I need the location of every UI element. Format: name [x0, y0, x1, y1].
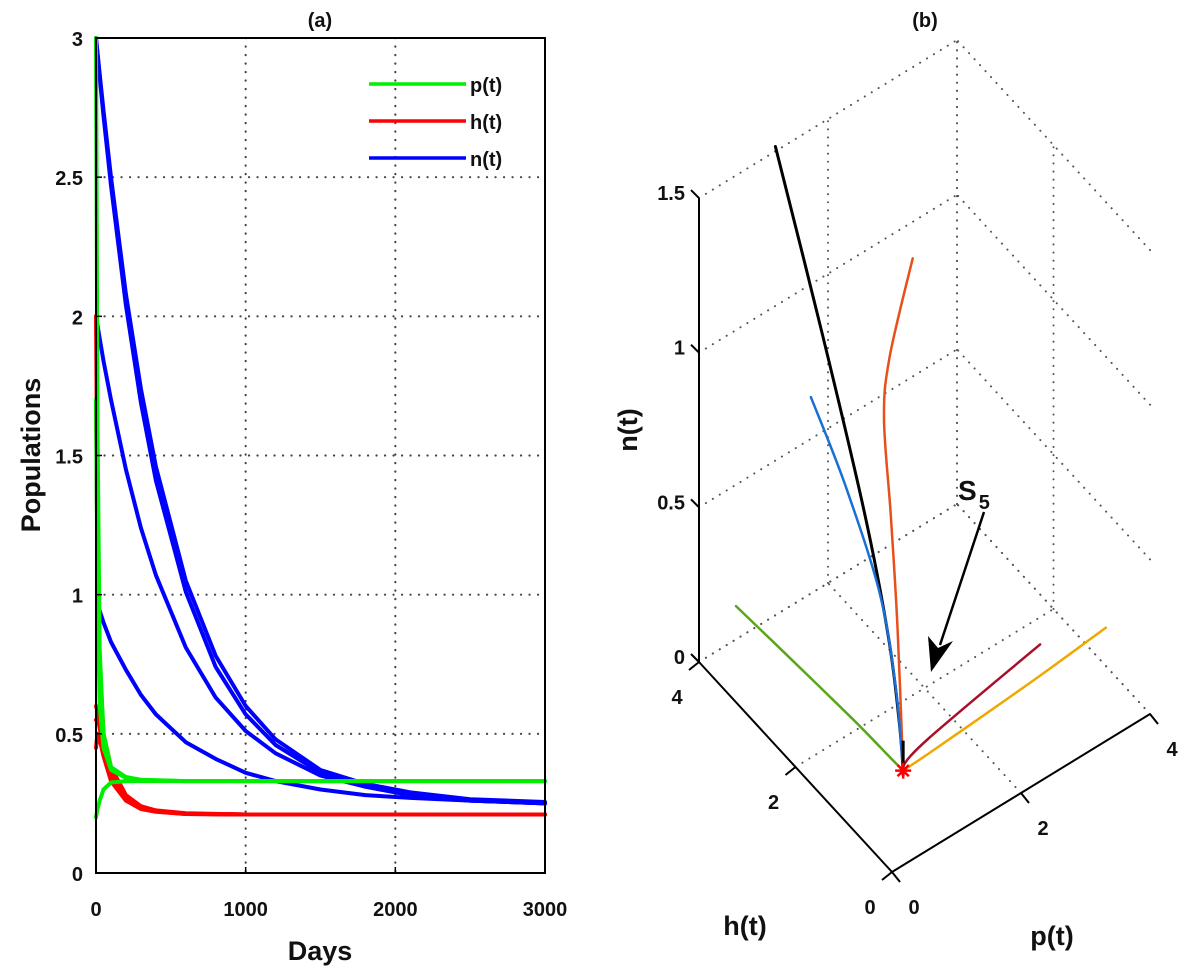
- p-tick-label: 0: [908, 897, 919, 919]
- trajectory-green: [734, 604, 905, 772]
- trajectory-orange: [882, 257, 914, 772]
- panel-b-title: (b): [912, 10, 938, 32]
- panel-a-y-tick-label: 1: [72, 586, 83, 608]
- panel-b-grid: [698, 39, 1151, 794]
- trajectory-blue: [809, 395, 905, 772]
- n-tick-label: 0.5: [657, 492, 685, 514]
- trajectory-black: [773, 145, 905, 773]
- panel-a-y-tick-label: 2: [72, 307, 83, 329]
- legend-label-p: p(t): [470, 75, 502, 97]
- series-h-curve-5: [94, 397, 547, 817]
- panel-a-x-label: Days: [288, 936, 353, 966]
- p-tick-mark: [1149, 713, 1159, 725]
- grid-wall-h-horizontal: [698, 193, 958, 354]
- n-tick-label: 0: [674, 647, 685, 669]
- panel-a-y-tick-label: 0: [72, 864, 83, 886]
- grid-wall-h-horizontal: [698, 39, 958, 200]
- panel-a-x-tick-label: 1000: [223, 899, 268, 921]
- grid-wall-p-horizontal: [956, 39, 1151, 252]
- h-tick-label: 0: [864, 897, 875, 919]
- h-tick-mark: [881, 871, 893, 881]
- series-n-curve-1: [94, 36, 547, 804]
- panel-a-y-tick-label: 0.5: [55, 725, 83, 747]
- p-tick-mark: [891, 871, 901, 883]
- panel-b-x-label: p(t): [1030, 921, 1073, 951]
- n-tick-mark: [690, 653, 700, 663]
- series-n-curve-2: [94, 314, 547, 806]
- n-tick-label: 1: [674, 338, 685, 360]
- panel-a-x-tick-label: 0: [90, 899, 101, 921]
- p-tick-label: 4: [1166, 739, 1178, 761]
- h-tick-label: 2: [768, 792, 779, 814]
- h-tick-mark: [784, 766, 797, 776]
- h-tick-mark: [688, 661, 700, 671]
- n-tick-mark: [690, 498, 700, 509]
- h-tick-label: 4: [671, 687, 683, 709]
- star-stroke: [896, 764, 910, 778]
- p-tick-label: 2: [1037, 818, 1048, 840]
- panel-a-grid: [94, 36, 547, 875]
- panel-a-y-tick-label: 3: [72, 29, 83, 51]
- panel-a-y-ticks: 0 0.5 1 1.5 2 2.5 3: [55, 29, 102, 886]
- series-n-curve-3: [97, 606, 547, 806]
- s5-label-main: S: [958, 475, 977, 506]
- panel-b-ticks: 0 0.5 1 1.5 0 2 4 0 2 4: [657, 183, 1178, 919]
- n-tick-label: 1.5: [657, 183, 685, 205]
- series-p-curve-11: [94, 779, 547, 820]
- panel-b-axes: [698, 198, 1151, 873]
- s5-arrow-shaft: [938, 511, 986, 646]
- series-h-curve-8: [94, 715, 547, 817]
- grid-floor-h: [698, 503, 958, 663]
- panel-a-y-tick-label: 2.5: [55, 168, 83, 190]
- legend: p(t) h(t) n(t): [369, 75, 502, 171]
- equilibrium-star-marker: [895, 762, 912, 779]
- panel-a-series: [94, 36, 547, 820]
- trajectory-yellow: [901, 626, 1108, 772]
- legend-label-n: n(t): [470, 149, 502, 171]
- p-tick-mark: [1020, 792, 1030, 804]
- n-tick-mark: [690, 343, 700, 354]
- series-h-curve-4: [94, 314, 547, 817]
- panel-b-series: [734, 145, 1108, 779]
- panel-a-x-tick-label: 2000: [373, 899, 418, 921]
- panel-a-y-label: Populations: [16, 378, 46, 533]
- panel-a-y-tick-label: 1.5: [55, 447, 83, 469]
- panel-a-title: (a): [308, 10, 332, 32]
- grid-floor-p: [827, 582, 1022, 794]
- panel-b-z-label: n(t): [613, 408, 643, 451]
- panel-a: (a) 0 1000 2000 3000 0 0.5 1 1.5 2 2.5 3 Days Pop…: [16, 10, 567, 966]
- legend-label-h: h(t): [470, 112, 502, 134]
- s5-label-subscript: 5: [979, 492, 990, 514]
- n-tick-mark: [690, 189, 700, 199]
- grid-floor-h: [794, 608, 1055, 768]
- panel-b-y-label: h(t): [723, 911, 766, 941]
- panel-a-x-ticks: 0 1000 2000 3000: [90, 867, 567, 921]
- s5-arrow-head: [928, 636, 953, 672]
- panel-a-x-tick-label: 3000: [523, 899, 568, 921]
- grid-wall-h-horizontal: [698, 348, 958, 509]
- trajectory-darkred: [901, 643, 1042, 772]
